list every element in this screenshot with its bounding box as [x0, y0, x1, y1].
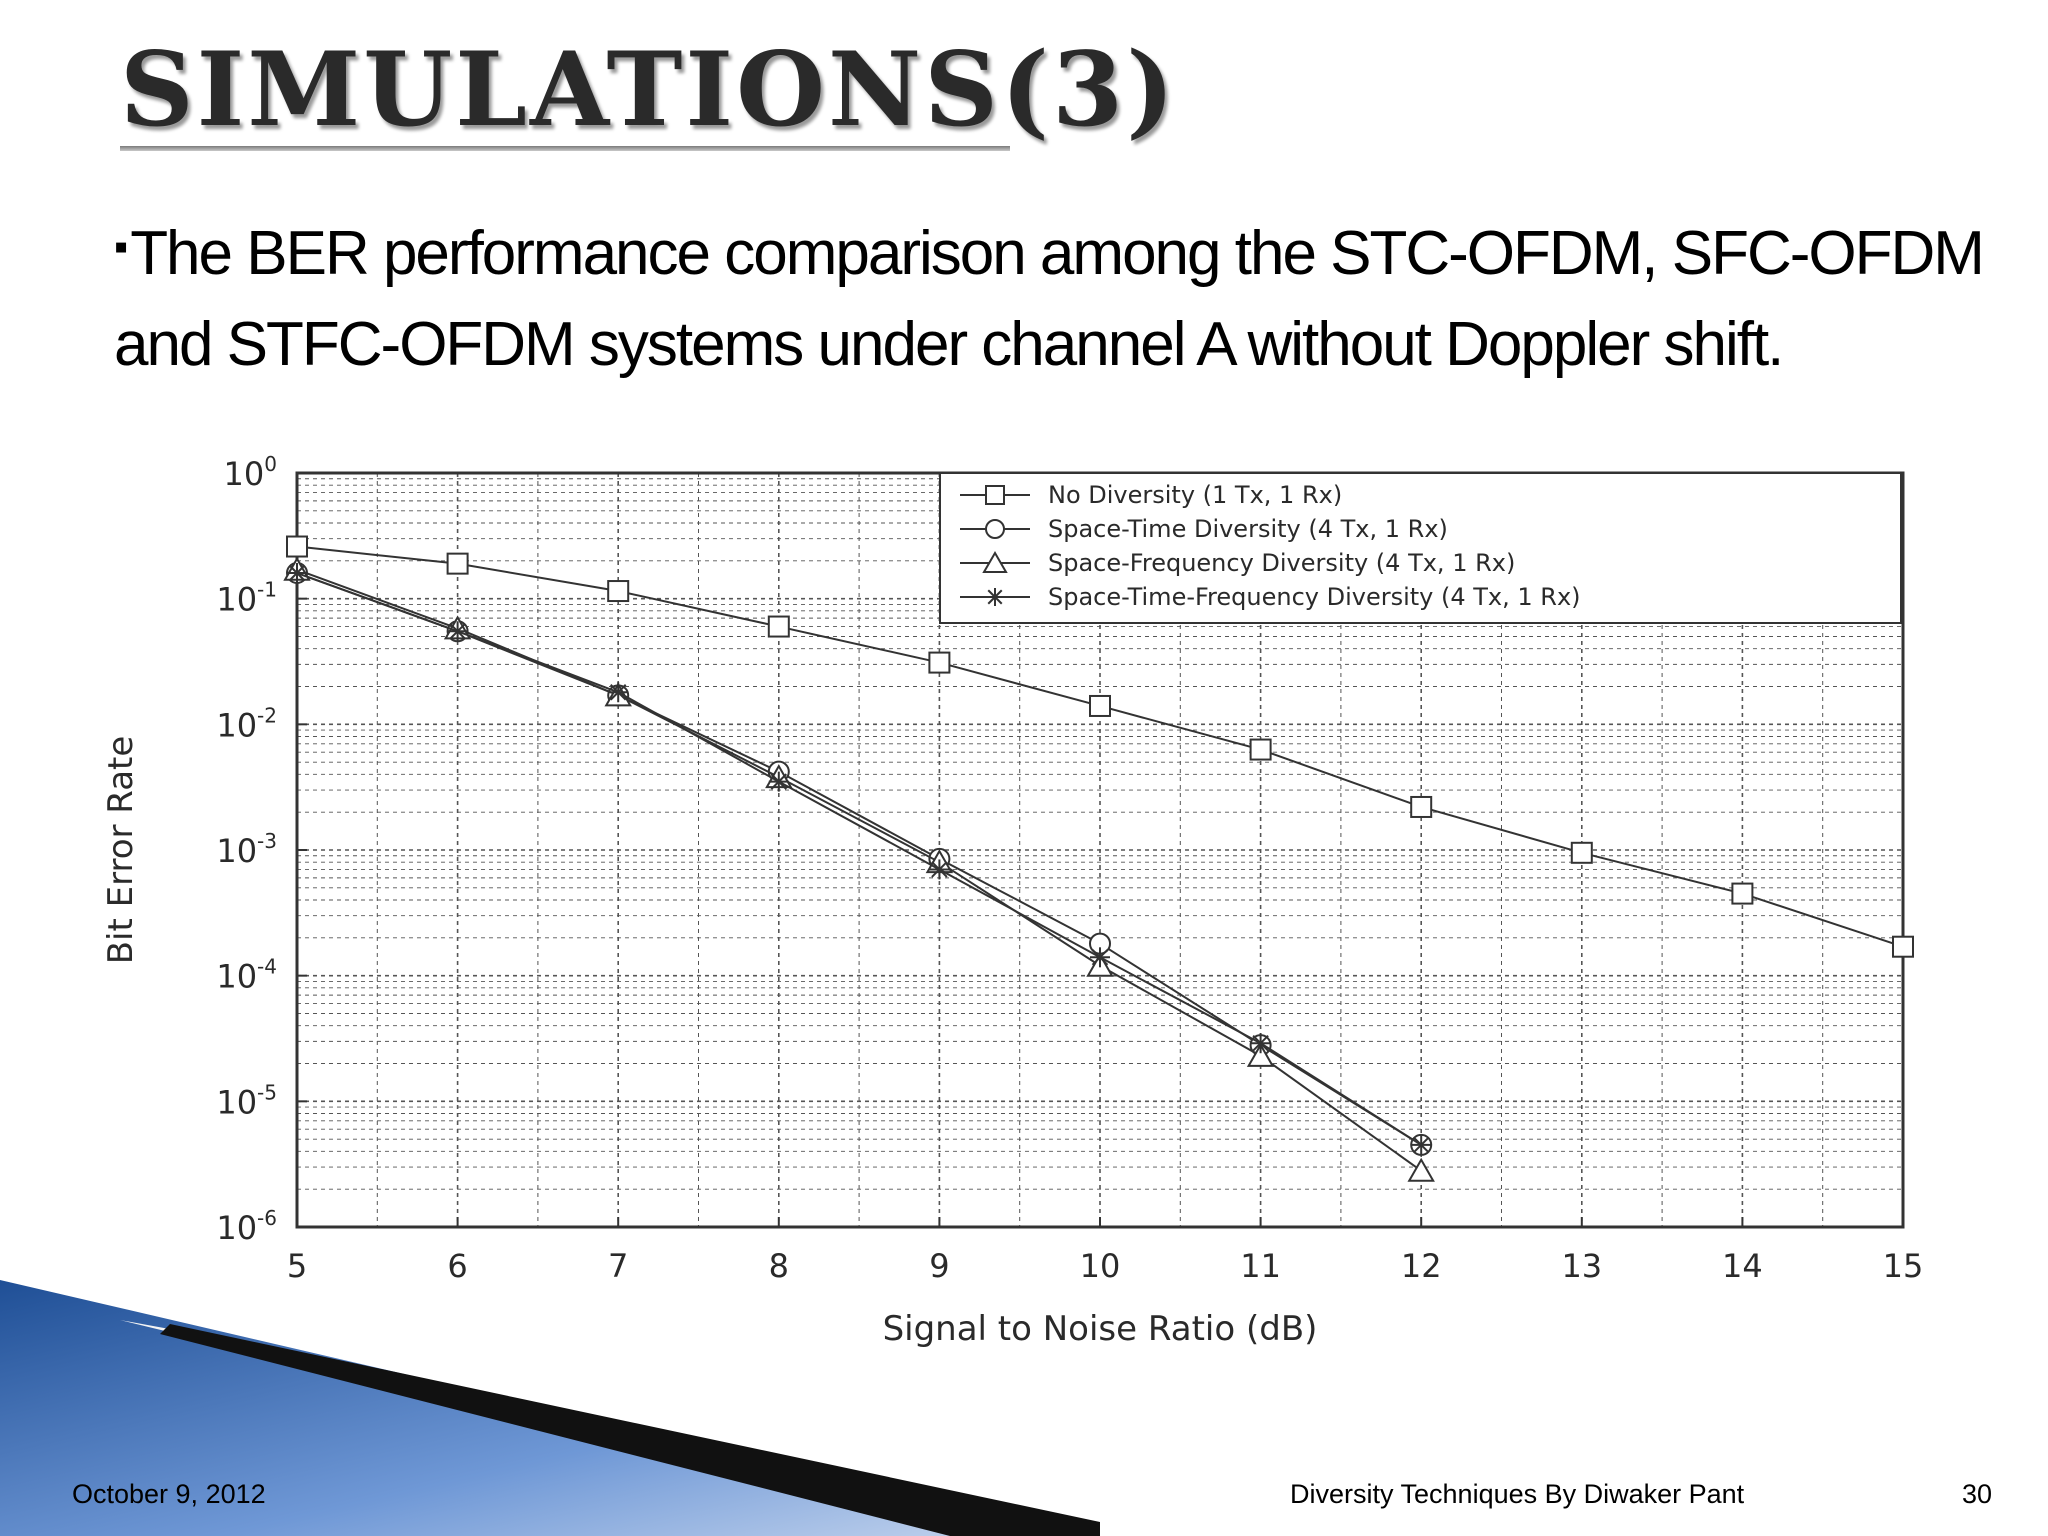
series-layer — [283, 535, 1914, 1182]
data-point-square — [286, 535, 308, 558]
data-point-star — [768, 771, 789, 792]
footer-date: October 9, 2012 — [72, 1479, 266, 1509]
series-line — [296, 572, 1422, 1146]
y-tick-label: 10-4 — [216, 955, 277, 996]
legend-label: Space-Frequency Diversity (4 Tx, 1 Rx) — [1048, 549, 1515, 577]
y-tick-label: 100 — [224, 452, 277, 493]
data-point-square — [1570, 841, 1593, 864]
legend-entry: Space-Time Diversity (4 Tx, 1 Rx) — [960, 515, 1448, 543]
data-point-triangle — [1246, 1042, 1275, 1067]
x-tick-label: 9 — [929, 1247, 949, 1285]
data-point-square — [928, 651, 951, 674]
white-mask — [104, 1280, 154, 1304]
x-tick-label: 13 — [1561, 1247, 1602, 1285]
y-tick-label: 10-2 — [216, 703, 277, 744]
data-point-star — [287, 563, 307, 584]
data-point-square — [446, 552, 469, 575]
bullet-text: The BER performance comparison among the… — [114, 219, 1985, 379]
data-point-star — [929, 859, 950, 880]
data-point-star — [608, 682, 629, 703]
x-tick-label: 14 — [1722, 1247, 1763, 1285]
x-tick-label: 8 — [769, 1247, 789, 1285]
legend-label: No Diversity (1 Tx, 1 Rx) — [1048, 481, 1342, 509]
bullet-paragraph: ▪The BER performance comparison among th… — [114, 212, 2014, 387]
legend-label: Space-Time Diversity (4 Tx, 1 Rx) — [1048, 515, 1448, 543]
x-axis-label: Signal to Noise Ratio (dB) — [883, 1309, 1318, 1349]
data-point-star — [1411, 1134, 1432, 1155]
bullet-square-icon: ▪ — [114, 225, 128, 269]
x-tick-label: 7 — [608, 1247, 628, 1285]
y-tick-label: 10-5 — [216, 1080, 277, 1121]
x-tick-label: 15 — [1883, 1247, 1924, 1285]
x-tick-label: 11 — [1240, 1247, 1281, 1285]
legend-entry: Space-Frequency Diversity (4 Tx, 1 Rx) — [960, 549, 1515, 577]
series-square — [286, 535, 1914, 958]
legend-label: Space-Time-Frequency Diversity (4 Tx, 1 … — [1048, 583, 1581, 611]
data-point-square — [1249, 738, 1272, 761]
data-point-square — [1731, 882, 1754, 905]
y-axis-label: Bit Error Rate — [101, 736, 141, 965]
data-point-star — [986, 588, 1004, 606]
legend-box — [939, 472, 1902, 624]
data-point-star — [1250, 1033, 1271, 1054]
data-point-star — [447, 621, 468, 642]
y-tick-label: 10-3 — [216, 829, 277, 870]
footer-author: Diversity Techniques By Diwaker Pant — [1290, 1479, 1745, 1509]
series-line — [296, 568, 1422, 1172]
slide-title: SIMULATIONS(3) — [120, 30, 1178, 150]
title-underline — [120, 146, 1010, 151]
x-tick-label: 5 — [287, 1247, 307, 1285]
data-point-star — [1090, 947, 1110, 968]
data-point-square — [1892, 935, 1914, 958]
corner-decoration-svg — [0, 1280, 1100, 1536]
axis-ticks: 5 6 7 8 9 10 11 12 13 14 15 100 10-1 10-2 10-3 10-4 10-5… — [216, 452, 1923, 1285]
data-point-square — [1089, 694, 1111, 717]
ber-chart-svg: 5 6 7 8 9 10 11 12 13 14 15 100 10-1 10-2 10-3 10-4 10-5… — [101, 452, 1923, 1349]
x-tick-label: 12 — [1401, 1247, 1442, 1285]
x-tick-label: 6 — [447, 1247, 467, 1285]
data-point-square — [607, 580, 630, 603]
legend: No Diversity (1 Tx, 1 Rx) Space-Time Dive… — [939, 472, 1902, 624]
data-point-triangle — [1407, 1157, 1435, 1182]
data-point-square — [1410, 795, 1433, 818]
ber-chart: 5 6 7 8 9 10 11 12 13 14 15 100 10-1 10-2 10-3 10-4 10-5… — [100, 440, 2000, 1360]
legend-entry: Space-Time-Frequency Diversity (4 Tx, 1 … — [960, 583, 1581, 611]
y-tick-label: 10-6 — [216, 1206, 277, 1247]
data-point-square — [985, 485, 1005, 505]
x-tick-label: 10 — [1080, 1247, 1121, 1285]
series-star — [287, 563, 1432, 1155]
data-point-square — [767, 615, 790, 638]
dark-wedge — [160, 1324, 1100, 1536]
y-tick-label: 10-1 — [216, 578, 277, 619]
footer-page-number: 30 — [1962, 1479, 1993, 1509]
corner-decoration — [0, 1280, 1100, 1536]
data-point-triangle — [982, 551, 1008, 573]
legend-entry: No Diversity (1 Tx, 1 Rx) — [960, 481, 1342, 509]
data-point-circle — [985, 519, 1005, 539]
